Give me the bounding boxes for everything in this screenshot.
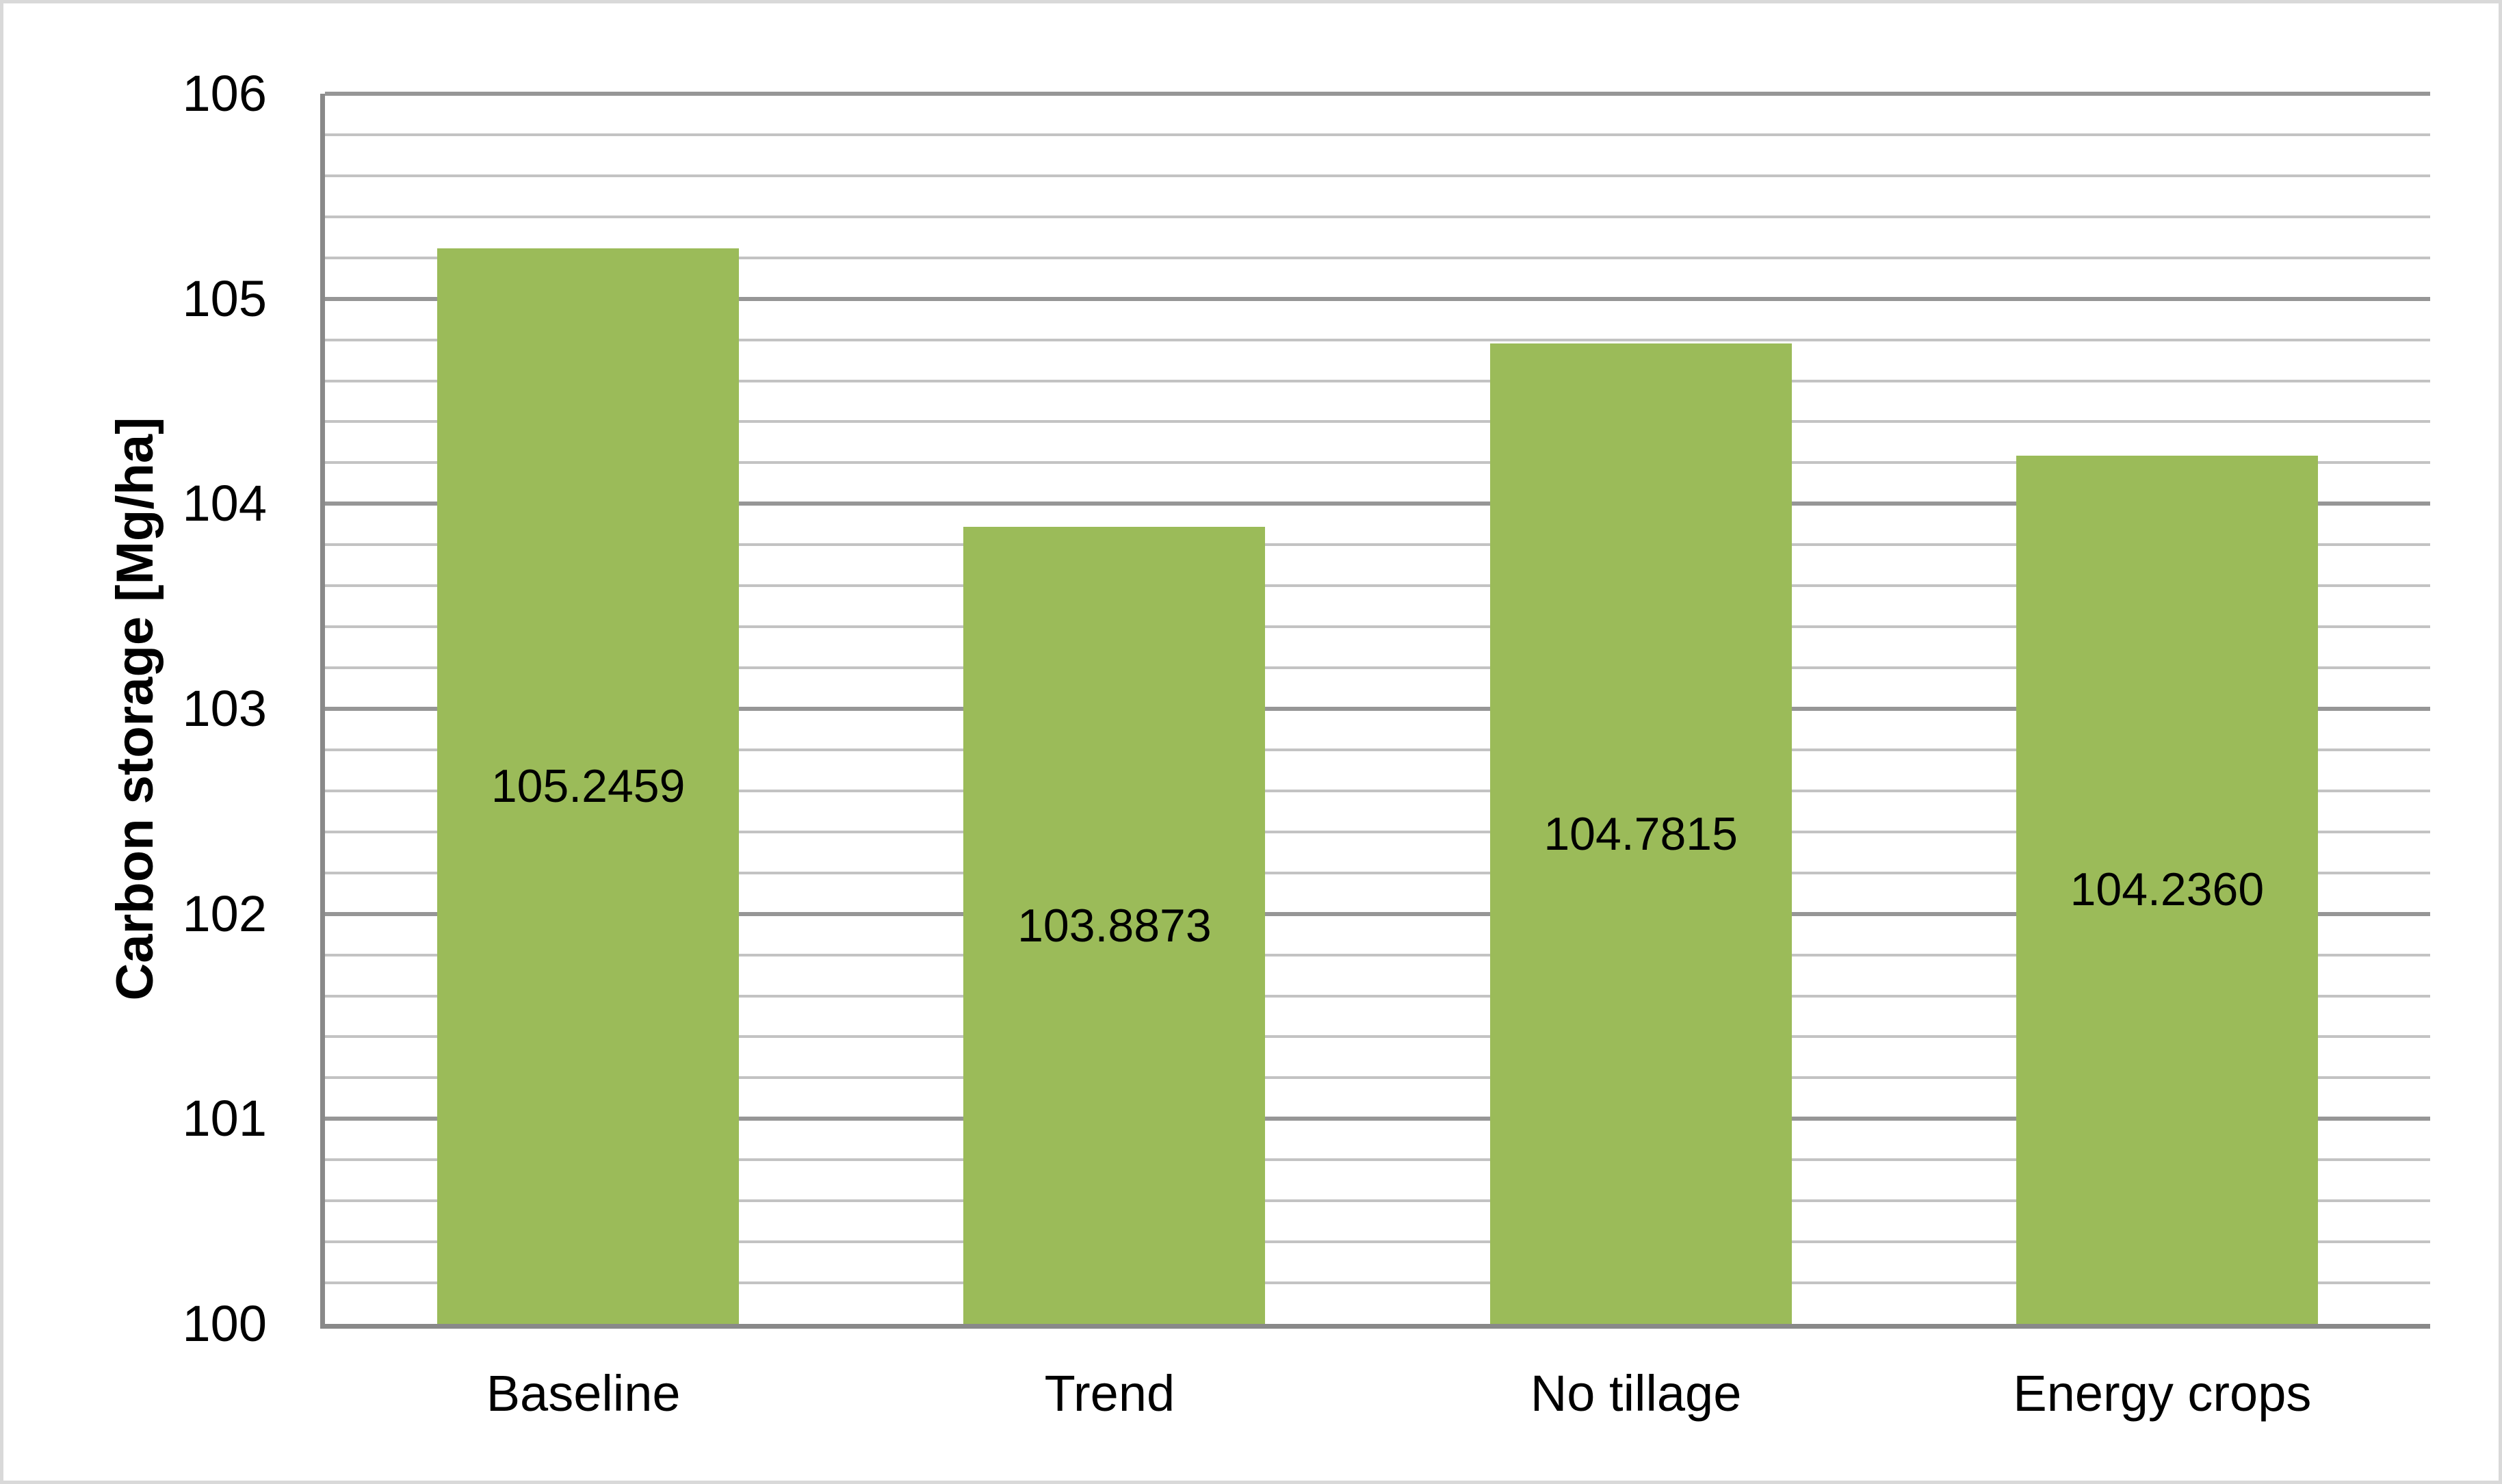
category-label-energy-crops: Energy crops: [2013, 1365, 2312, 1422]
y-tick-label-103: 103: [182, 680, 267, 737]
y-tick-label-105: 105: [182, 270, 267, 327]
data-label-energy-crops: 104.2360: [2070, 863, 2265, 916]
minor-gridline: [325, 133, 2430, 136]
minor-gridline: [325, 789, 2430, 792]
minor-gridline: [325, 461, 2430, 465]
minor-gridline: [325, 994, 2430, 998]
minor-gridline: [325, 1158, 2430, 1162]
y-tick-label-106: 106: [182, 65, 267, 122]
minor-gridline: [325, 1076, 2430, 1080]
y-tick-label-100: 100: [182, 1295, 267, 1352]
minor-gridline: [325, 1240, 2430, 1244]
minor-gridline: [325, 379, 2430, 382]
bar-baseline: 105.2459: [437, 248, 740, 1324]
minor-gridline: [325, 1199, 2430, 1203]
major-gridline: [325, 911, 2430, 916]
minor-gridline: [325, 1035, 2430, 1039]
category-label-trend: Trend: [1044, 1365, 1175, 1422]
bar-energy-crops: 104.2360: [2016, 455, 2318, 1324]
minor-gridline: [325, 543, 2430, 547]
minor-gridline: [325, 1281, 2430, 1285]
category-label-no-tillage: No tillage: [1530, 1365, 1742, 1422]
bar-trend: 103.8873: [963, 527, 1266, 1324]
minor-gridline: [325, 174, 2430, 177]
minor-gridline: [325, 584, 2430, 588]
minor-gridline: [325, 666, 2430, 670]
data-label-trend: 103.8873: [1017, 899, 1212, 952]
minor-gridline: [325, 338, 2430, 341]
major-gridline: [325, 92, 2430, 96]
minor-gridline: [325, 748, 2430, 751]
major-gridline: [325, 296, 2430, 301]
y-tick-label-101: 101: [182, 1090, 267, 1147]
minor-gridline: [325, 625, 2430, 629]
minor-gridline: [325, 215, 2430, 218]
y-tick-label-102: 102: [182, 885, 267, 942]
major-gridline: [325, 1117, 2430, 1121]
minor-gridline: [325, 953, 2430, 956]
minor-gridline: [325, 871, 2430, 874]
data-label-baseline: 105.2459: [491, 759, 686, 812]
minor-gridline: [325, 830, 2430, 833]
category-label-baseline: Baseline: [486, 1365, 681, 1422]
major-gridline: [325, 707, 2430, 711]
y-tick-label-104: 104: [182, 475, 267, 532]
bar-no-tillage: 104.7815: [1489, 343, 1792, 1324]
plot-area: 105.2459 103.8873 104.7815 104.2360: [320, 92, 2430, 1329]
data-label-no-tillage: 104.7815: [1543, 807, 1738, 860]
minor-gridline: [325, 420, 2430, 424]
minor-gridline: [325, 256, 2430, 259]
major-gridline: [325, 502, 2430, 506]
